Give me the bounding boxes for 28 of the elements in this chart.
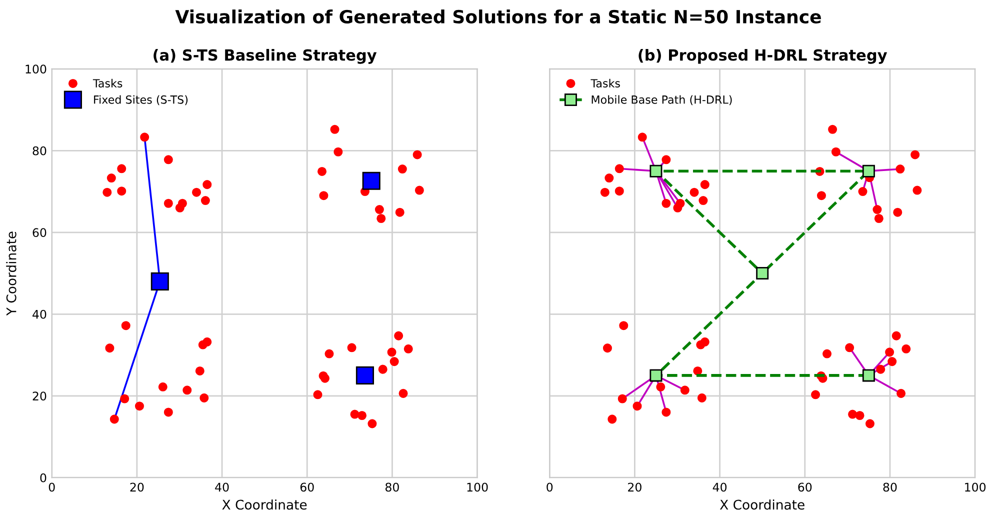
x-tick-label: 80 <box>883 482 897 492</box>
legend-label: Mobile Base Path (H-DRL) <box>592 95 732 106</box>
y-tick-label: 80 <box>32 146 46 156</box>
y-tick-label: 100 <box>26 64 46 74</box>
y-tick-label: 60 <box>32 228 46 238</box>
legend-label: Tasks <box>92 78 122 88</box>
y-tick-label: 20 <box>32 392 46 401</box>
x-tick-label: 60 <box>300 482 314 492</box>
y-tick-label: 40 <box>32 310 46 319</box>
legend-label: Tasks <box>590 78 620 88</box>
chart-title: (a) S-TS Baseline Strategy <box>154 48 377 64</box>
x-tick-label: 100 <box>965 482 986 492</box>
x-tick-label: 40 <box>215 482 229 492</box>
x-tick-label: 100 <box>467 482 488 492</box>
legend-label: Fixed Sites (S-TS) <box>94 95 188 106</box>
chart-title: (b) Proposed H-DRL Strategy <box>638 48 888 64</box>
x-axis-title: X Coordinate <box>720 499 804 510</box>
x-tick-label: 0 <box>546 482 553 492</box>
x-tick-label: 80 <box>385 482 399 492</box>
y-axis-title: Y Coordinate <box>6 232 16 316</box>
x-axis-title: X Coordinate <box>222 499 307 510</box>
x-tick-label: 40 <box>712 482 727 492</box>
x-tick-label: 60 <box>798 482 812 492</box>
y-tick-label: 0 <box>40 473 46 482</box>
x-tick-label: 20 <box>130 482 144 492</box>
text: Visualization of Generated Solutions for a Static N=50 Instance <box>175 10 821 24</box>
x-tick-label: 0 <box>48 482 55 492</box>
x-tick-label: 20 <box>628 482 642 492</box>
